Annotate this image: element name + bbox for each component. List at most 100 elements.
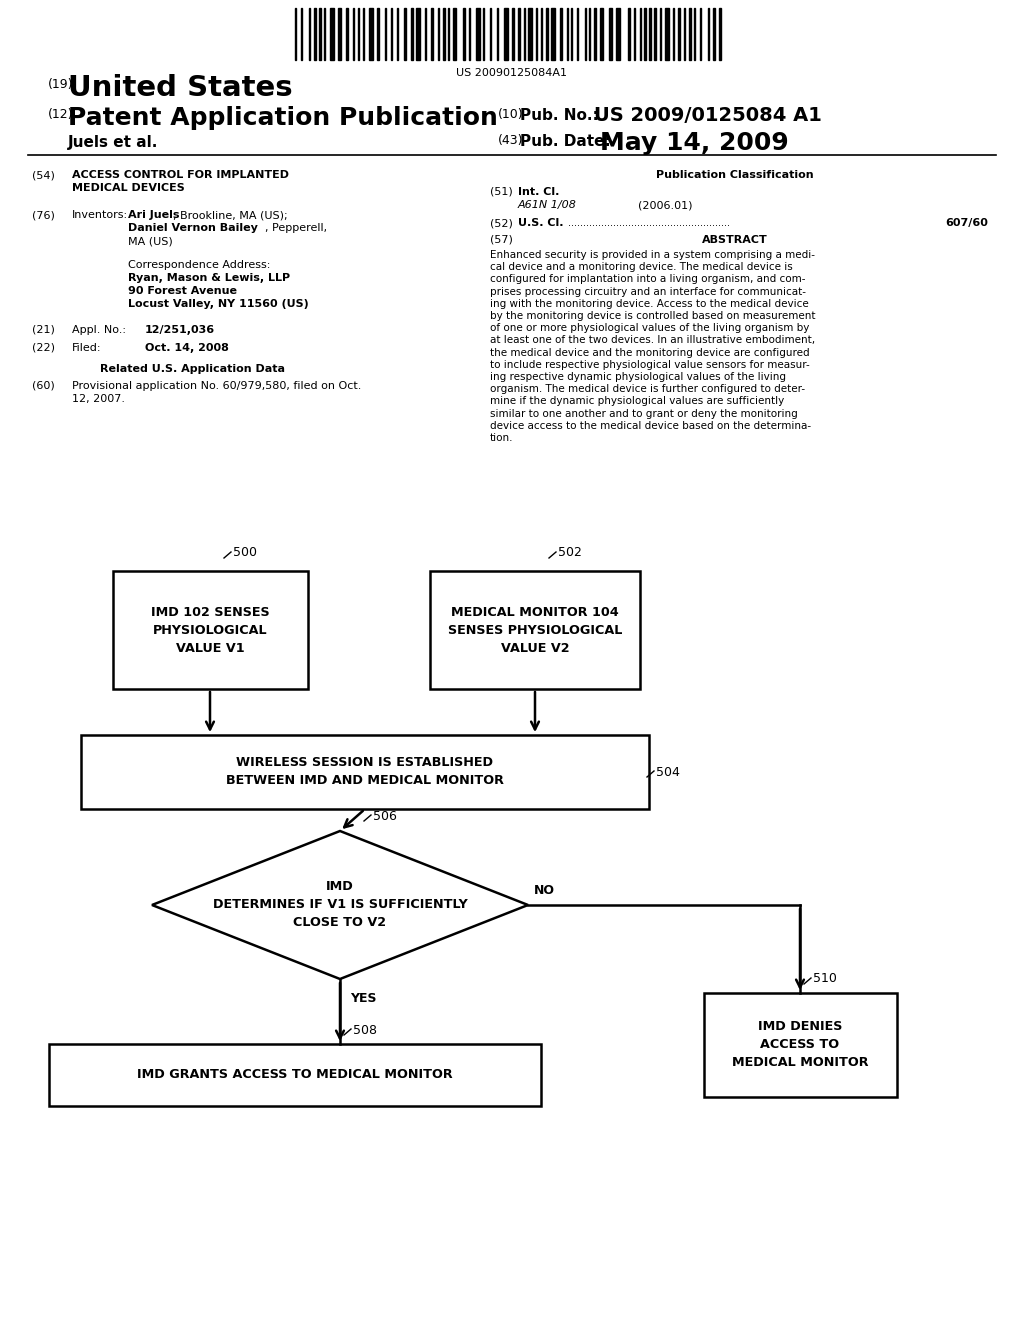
Text: Pub. No.:: Pub. No.: <box>520 108 599 123</box>
Text: Enhanced security is provided in a system comprising a medi-: Enhanced security is provided in a syste… <box>490 249 815 260</box>
Text: , Brookline, MA (US);: , Brookline, MA (US); <box>173 210 288 220</box>
Text: of one or more physiological values of the living organism by: of one or more physiological values of t… <box>490 323 809 333</box>
Bar <box>528 8 532 59</box>
Text: prises processing circuitry and an interface for communicat-: prises processing circuitry and an inter… <box>490 286 806 297</box>
Text: YES: YES <box>350 993 377 1006</box>
Bar <box>609 8 612 59</box>
Text: IMD
DETERMINES IF V1 IS SUFFICIENTLY
CLOSE TO V2: IMD DETERMINES IF V1 IS SUFFICIENTLY CLO… <box>213 880 467 929</box>
Bar <box>430 572 640 689</box>
Text: ing with the monitoring device. Access to the medical device: ing with the monitoring device. Access t… <box>490 298 809 309</box>
Bar <box>560 8 562 59</box>
Text: IMD GRANTS ACCESS TO MEDICAL MONITOR: IMD GRANTS ACCESS TO MEDICAL MONITOR <box>137 1068 453 1081</box>
Text: by the monitoring device is controlled based on measurement: by the monitoring device is controlled b… <box>490 312 815 321</box>
Text: United States: United States <box>68 74 293 102</box>
Text: (52): (52) <box>490 218 513 228</box>
Bar <box>404 8 406 59</box>
Bar <box>463 8 465 59</box>
Bar <box>665 8 669 59</box>
Text: (57): (57) <box>490 235 513 246</box>
Bar <box>678 8 680 59</box>
Bar <box>453 8 456 59</box>
Text: ing respective dynamic physiological values of the living: ing respective dynamic physiological val… <box>490 372 786 381</box>
Bar <box>81 735 649 809</box>
Text: Correspondence Address:: Correspondence Address: <box>128 260 270 271</box>
Text: to include respective physiological value sensors for measur-: to include respective physiological valu… <box>490 360 810 370</box>
Bar <box>338 8 341 59</box>
Bar <box>644 8 646 59</box>
Text: Ari Juels: Ari Juels <box>128 210 179 220</box>
Text: Int. Cl.: Int. Cl. <box>518 187 559 197</box>
Text: 90 Forest Avenue: 90 Forest Avenue <box>128 286 237 296</box>
Polygon shape <box>152 832 528 979</box>
Bar <box>369 8 373 59</box>
Text: (76): (76) <box>32 210 55 220</box>
Text: Related U.S. Application Data: Related U.S. Application Data <box>100 364 285 374</box>
Text: organism. The medical device is further configured to deter-: organism. The medical device is further … <box>490 384 805 395</box>
Bar <box>551 8 555 59</box>
Bar <box>654 8 656 59</box>
Text: Ryan, Mason & Lewis, LLP: Ryan, Mason & Lewis, LLP <box>128 273 290 282</box>
Bar <box>689 8 691 59</box>
Text: 12/251,036: 12/251,036 <box>145 325 215 335</box>
Text: 607/60: 607/60 <box>945 218 988 228</box>
Text: (10): (10) <box>498 108 523 121</box>
Text: at least one of the two devices. In an illustrative embodiment,: at least one of the two devices. In an i… <box>490 335 815 346</box>
Text: May 14, 2009: May 14, 2009 <box>600 131 788 154</box>
Text: (21): (21) <box>32 325 55 335</box>
Text: the medical device and the monitoring device are configured: the medical device and the monitoring de… <box>490 347 810 358</box>
Bar <box>616 8 620 59</box>
Text: Patent Application Publication: Patent Application Publication <box>68 106 498 129</box>
Text: 510: 510 <box>813 973 837 986</box>
Text: (2006.01): (2006.01) <box>638 201 692 210</box>
Text: (12): (12) <box>48 108 74 121</box>
Text: Provisional application No. 60/979,580, filed on Oct.: Provisional application No. 60/979,580, … <box>72 381 361 391</box>
Text: Pub. Date:: Pub. Date: <box>520 135 610 149</box>
Text: (22): (22) <box>32 343 55 352</box>
Text: Inventors:: Inventors: <box>72 210 128 220</box>
Bar <box>719 8 721 59</box>
Text: mine if the dynamic physiological values are sufficiently: mine if the dynamic physiological values… <box>490 396 784 407</box>
Text: tion.: tion. <box>490 433 513 444</box>
Bar <box>703 993 896 1097</box>
Bar <box>314 8 316 59</box>
Text: 508: 508 <box>353 1023 377 1036</box>
Text: (54): (54) <box>32 170 55 180</box>
Text: ACCESS CONTROL FOR IMPLANTED: ACCESS CONTROL FOR IMPLANTED <box>72 170 289 180</box>
Text: MEDICAL MONITOR 104
SENSES PHYSIOLOGICAL
VALUE V2: MEDICAL MONITOR 104 SENSES PHYSIOLOGICAL… <box>447 606 623 655</box>
Text: MA (US): MA (US) <box>128 236 173 246</box>
Text: Juels et al.: Juels et al. <box>68 135 159 150</box>
Text: (19): (19) <box>48 78 74 91</box>
Bar <box>416 8 420 59</box>
Bar <box>600 8 603 59</box>
Text: (51): (51) <box>490 187 513 197</box>
Text: configured for implantation into a living organism, and com-: configured for implantation into a livin… <box>490 275 806 284</box>
Text: IMD 102 SENSES
PHYSIOLOGICAL
VALUE V1: IMD 102 SENSES PHYSIOLOGICAL VALUE V1 <box>151 606 269 655</box>
Text: 502: 502 <box>558 546 582 560</box>
Text: Appl. No.:: Appl. No.: <box>72 325 126 335</box>
Text: Filed:: Filed: <box>72 343 101 352</box>
Text: ......................................................: ........................................… <box>568 218 730 228</box>
Text: NO: NO <box>534 884 555 898</box>
Text: US 2009/0125084 A1: US 2009/0125084 A1 <box>594 106 822 125</box>
Text: Publication Classification: Publication Classification <box>656 170 814 180</box>
Bar <box>346 8 348 59</box>
Text: ABSTRACT: ABSTRACT <box>702 235 768 246</box>
Text: 500: 500 <box>233 546 257 560</box>
Text: , Pepperell,: , Pepperell, <box>265 223 327 234</box>
Text: U.S. Cl.: U.S. Cl. <box>518 218 563 228</box>
Text: similar to one another and to grant or deny the monitoring: similar to one another and to grant or d… <box>490 409 798 418</box>
Text: 506: 506 <box>373 809 397 822</box>
Bar <box>649 8 651 59</box>
Bar <box>319 8 321 59</box>
Bar <box>713 8 715 59</box>
Text: (60): (60) <box>32 381 54 391</box>
Text: device access to the medical device based on the determina-: device access to the medical device base… <box>490 421 811 430</box>
Bar <box>628 8 630 59</box>
Bar <box>443 8 445 59</box>
Text: A61N 1/08: A61N 1/08 <box>518 201 577 210</box>
Bar <box>512 8 514 59</box>
Text: IMD DENIES
ACCESS TO
MEDICAL MONITOR: IMD DENIES ACCESS TO MEDICAL MONITOR <box>732 1020 868 1069</box>
Bar <box>49 1044 541 1106</box>
Text: US 20090125084A1: US 20090125084A1 <box>457 69 567 78</box>
Text: WIRELESS SESSION IS ESTABLISHED
BETWEEN IMD AND MEDICAL MONITOR: WIRELESS SESSION IS ESTABLISHED BETWEEN … <box>226 756 504 788</box>
